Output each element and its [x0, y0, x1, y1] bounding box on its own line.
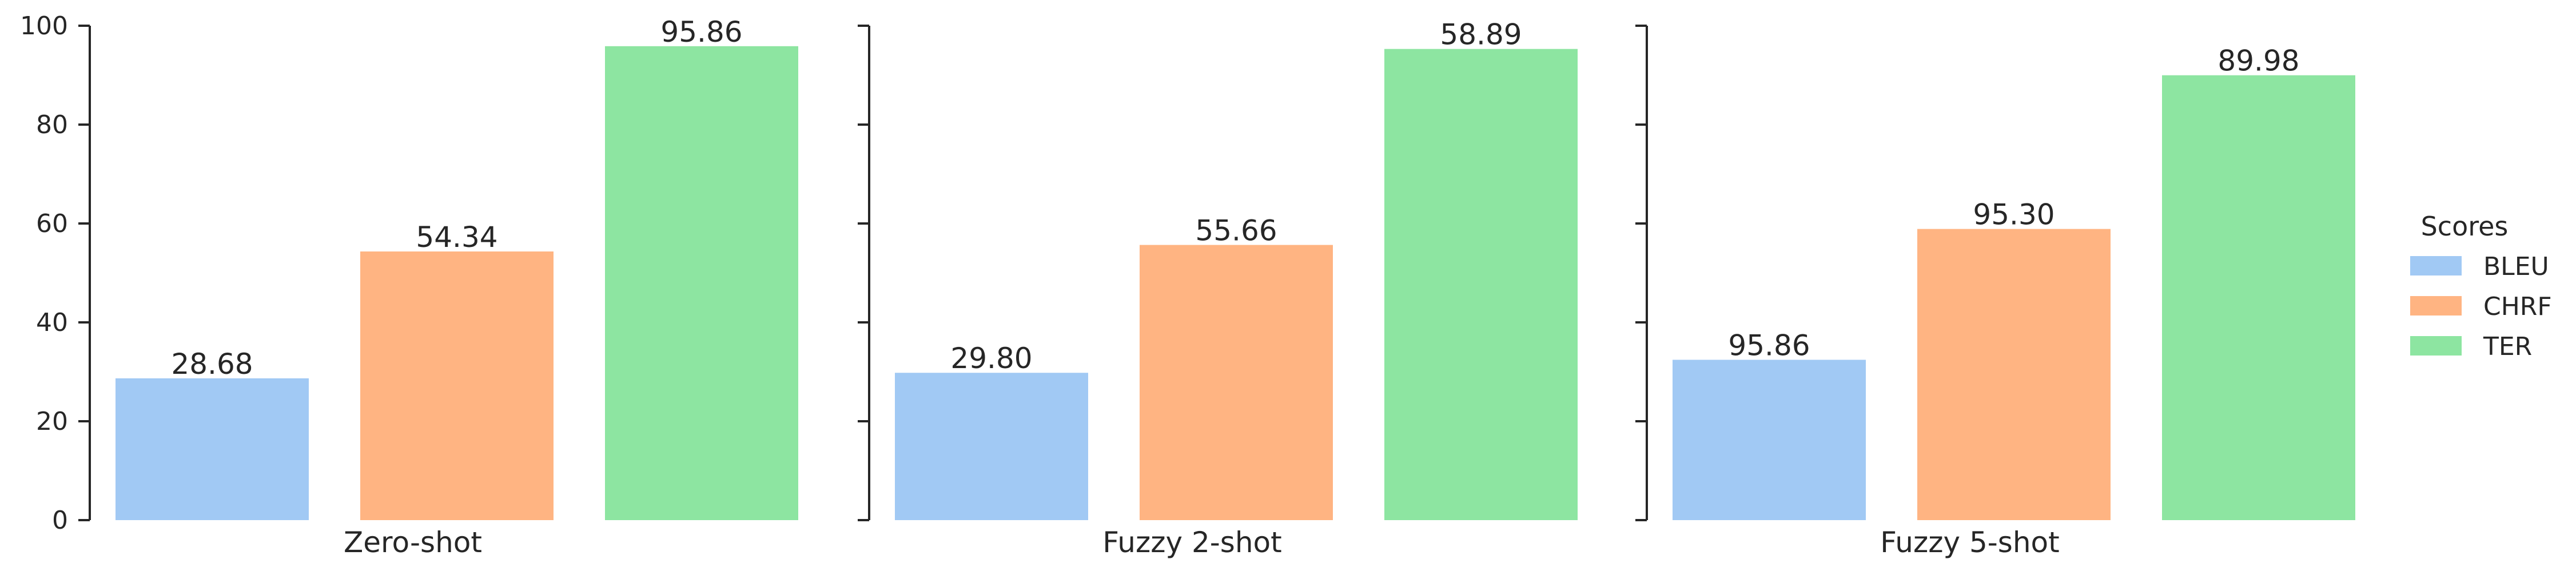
group-label: Zero-shot [344, 526, 482, 559]
bar-ter [605, 46, 798, 521]
bar-value-label: 89.98 [2217, 45, 2299, 78]
bar-value-label: 55.66 [1195, 214, 1277, 247]
bar-bleu [895, 373, 1088, 520]
legend-swatch-chrf [2410, 296, 2462, 316]
group-label: Fuzzy 2-shot [1102, 526, 1281, 559]
y-tick-label: 0 [52, 506, 68, 535]
y-tick-label: 100 [20, 11, 68, 41]
bar-value-label: 29.80 [950, 342, 1032, 375]
y-tick-label: 40 [36, 308, 68, 337]
bar-value-label: 58.89 [1440, 18, 1522, 51]
bar-value-label: 95.86 [660, 15, 742, 49]
bar-value-label: 95.30 [1973, 198, 2055, 231]
legend-title: Scores [2421, 211, 2509, 242]
bar-value-label: 28.68 [171, 348, 253, 381]
legend-swatch-ter [2410, 336, 2462, 356]
bar-ter [2162, 75, 2355, 521]
bar-chrf [1140, 245, 1333, 520]
bar-value-label: 95.86 [1728, 329, 1810, 362]
legend-label-bleu: BLEU [2483, 252, 2549, 281]
y-tick-label: 60 [36, 209, 68, 238]
bar-ter [1384, 49, 1578, 520]
legend-label-ter: TER [2483, 332, 2532, 361]
group-label: Fuzzy 5-shot [1880, 526, 2059, 559]
legend-swatch-bleu [2410, 256, 2462, 275]
legend-label-chrf: CHRF [2483, 292, 2552, 321]
bar-value-label: 54.34 [416, 221, 497, 254]
bar-chrf [360, 251, 554, 520]
y-tick-label: 80 [36, 110, 68, 139]
y-tick-label: 20 [36, 407, 68, 436]
bar-bleu [116, 378, 309, 520]
bar-bleu [1673, 360, 1866, 520]
bar-chrf [1917, 229, 2111, 520]
